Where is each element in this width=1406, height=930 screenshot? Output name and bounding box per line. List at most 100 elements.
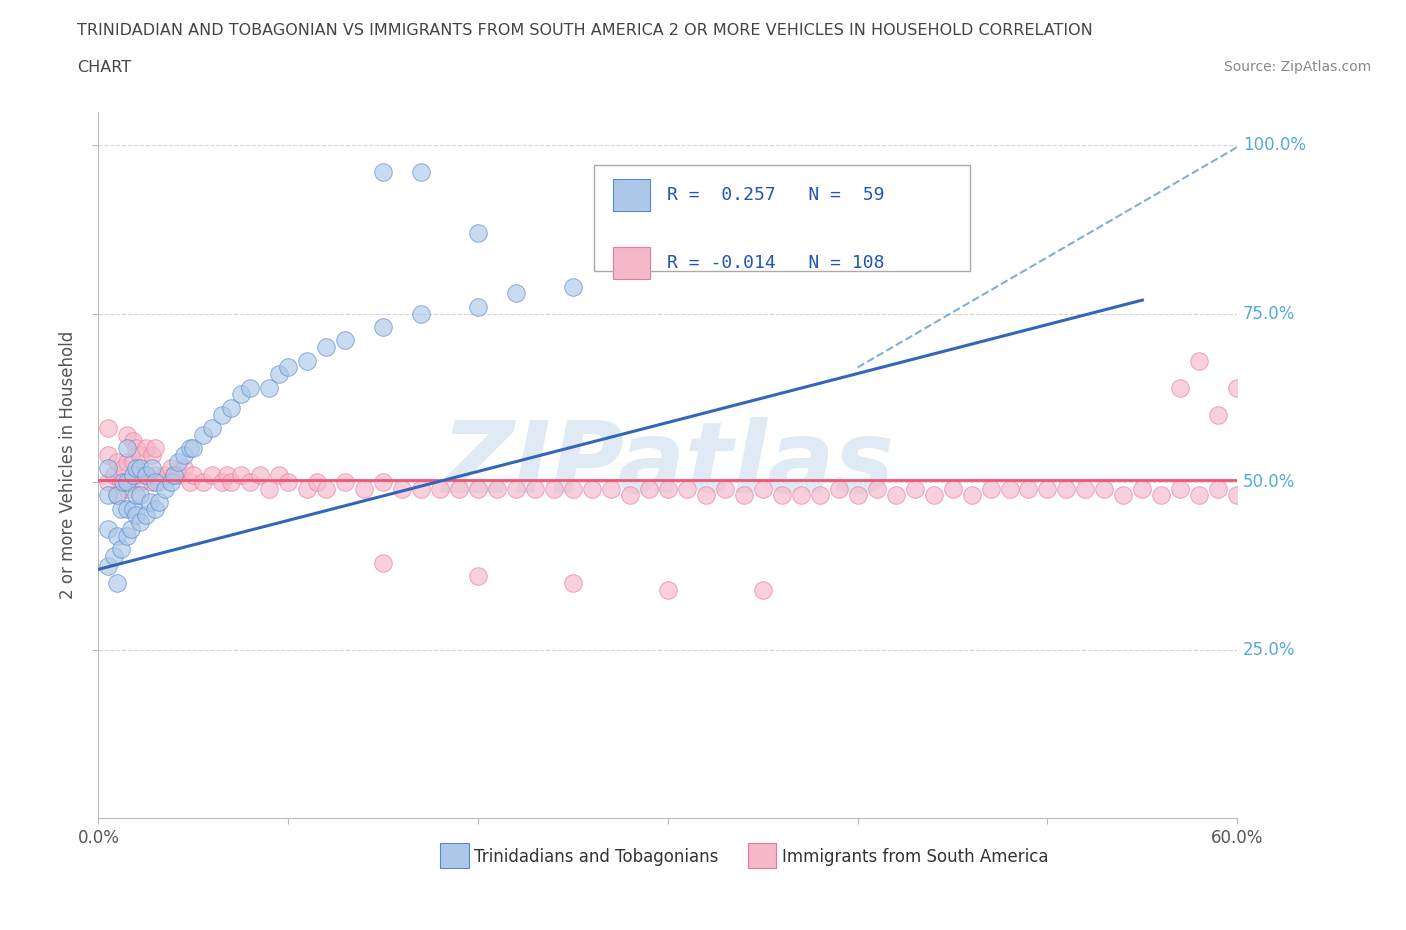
Bar xyxy=(613,247,650,279)
Point xyxy=(335,474,357,489)
Point xyxy=(249,468,271,483)
Point xyxy=(167,454,190,469)
Point xyxy=(135,468,157,483)
Point xyxy=(1208,481,1230,496)
Point xyxy=(259,481,281,496)
Point xyxy=(752,219,775,233)
Point xyxy=(486,481,509,496)
Point xyxy=(115,441,138,456)
Point xyxy=(600,481,623,496)
Text: Trinidadians and Tobagonians: Trinidadians and Tobagonians xyxy=(474,848,718,866)
Point xyxy=(201,468,224,483)
Point xyxy=(371,320,394,335)
Point xyxy=(429,481,451,496)
Point xyxy=(115,427,138,442)
Point xyxy=(1036,481,1059,496)
Point xyxy=(505,286,527,300)
Point xyxy=(1264,420,1286,435)
Text: 100.0%: 100.0% xyxy=(1243,137,1306,154)
Point xyxy=(141,474,163,489)
Point xyxy=(183,441,205,456)
Point xyxy=(115,454,138,469)
Bar xyxy=(613,179,650,210)
Point xyxy=(562,481,585,496)
Text: R = -0.014   N = 108: R = -0.014 N = 108 xyxy=(666,255,884,272)
Point xyxy=(120,474,142,489)
Point xyxy=(1264,488,1286,503)
Point xyxy=(97,559,120,574)
Point xyxy=(808,206,831,220)
Point xyxy=(229,387,252,402)
Point xyxy=(97,447,120,462)
Point xyxy=(695,488,717,503)
Point xyxy=(1056,481,1078,496)
Point xyxy=(221,400,243,415)
Point xyxy=(125,468,148,483)
Point xyxy=(107,576,129,591)
Point xyxy=(173,461,195,476)
Point xyxy=(524,481,547,496)
Point xyxy=(467,481,489,496)
Point xyxy=(145,501,167,516)
Point xyxy=(297,481,319,496)
Point xyxy=(129,447,152,462)
Point xyxy=(121,468,143,483)
Point xyxy=(1208,407,1230,422)
Point xyxy=(179,441,201,456)
Point xyxy=(411,306,433,321)
Point xyxy=(846,488,869,503)
Point xyxy=(449,481,471,496)
Point xyxy=(562,279,585,294)
Point xyxy=(135,441,157,456)
Point xyxy=(808,488,831,503)
Point xyxy=(115,528,138,543)
Point xyxy=(129,461,152,476)
Point xyxy=(998,481,1021,496)
Point xyxy=(153,481,176,496)
Point xyxy=(115,481,138,496)
Point xyxy=(904,481,927,496)
Point xyxy=(211,407,233,422)
Point xyxy=(657,246,679,260)
Text: CHART: CHART xyxy=(77,60,131,75)
Point xyxy=(1226,380,1249,395)
Point xyxy=(505,481,527,496)
Point xyxy=(770,488,793,503)
Point xyxy=(159,461,181,476)
Point xyxy=(1170,380,1192,395)
Point xyxy=(138,495,160,510)
Point xyxy=(657,582,679,597)
Point xyxy=(267,468,290,483)
Point xyxy=(676,481,699,496)
Point xyxy=(922,488,945,503)
Point xyxy=(221,474,243,489)
Text: R =  0.257   N =  59: R = 0.257 N = 59 xyxy=(666,186,884,204)
Text: Immigrants from South America: Immigrants from South America xyxy=(782,848,1049,866)
FancyBboxPatch shape xyxy=(593,165,970,271)
Point xyxy=(942,481,965,496)
Text: TRINIDADIAN AND TOBAGONIAN VS IMMIGRANTS FROM SOUTH AMERICA 2 OR MORE VEHICLES I: TRINIDADIAN AND TOBAGONIAN VS IMMIGRANTS… xyxy=(77,23,1092,38)
Point xyxy=(135,468,157,483)
Point xyxy=(97,474,120,489)
Point xyxy=(167,468,190,483)
Point xyxy=(110,501,132,516)
Point xyxy=(129,488,152,503)
Point xyxy=(179,474,201,489)
Point xyxy=(97,420,120,435)
Point xyxy=(960,488,983,503)
Point xyxy=(201,420,224,435)
Point xyxy=(752,481,775,496)
Point xyxy=(112,461,135,476)
Point xyxy=(120,522,142,537)
Point xyxy=(107,488,129,503)
Point xyxy=(97,461,120,476)
Point xyxy=(638,481,661,496)
Point xyxy=(163,468,186,483)
Point xyxy=(467,568,489,583)
Point xyxy=(411,165,433,179)
Point xyxy=(103,549,125,564)
Point xyxy=(107,488,129,503)
Point xyxy=(371,165,394,179)
Point xyxy=(229,468,252,483)
Point xyxy=(562,576,585,591)
